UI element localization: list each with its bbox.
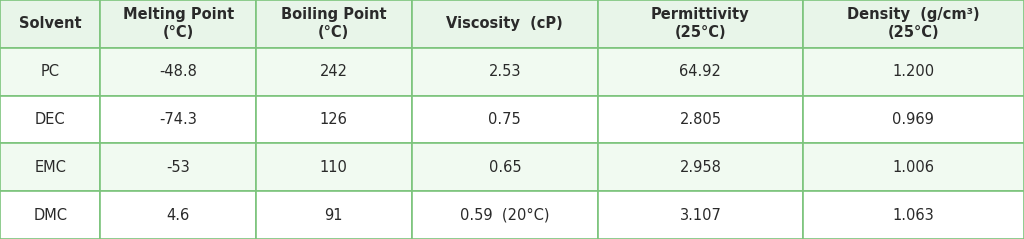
Text: Solvent: Solvent xyxy=(18,16,82,31)
Text: 110: 110 xyxy=(319,160,348,175)
Text: -53: -53 xyxy=(166,160,190,175)
Text: DMC: DMC xyxy=(33,208,68,223)
Text: 64.92: 64.92 xyxy=(680,64,721,79)
Text: Permittivity
(25°C): Permittivity (25°C) xyxy=(651,7,750,40)
FancyBboxPatch shape xyxy=(598,0,803,48)
FancyBboxPatch shape xyxy=(256,143,412,191)
FancyBboxPatch shape xyxy=(412,0,598,48)
FancyBboxPatch shape xyxy=(598,96,803,143)
FancyBboxPatch shape xyxy=(256,191,412,239)
Text: -48.8: -48.8 xyxy=(160,64,197,79)
FancyBboxPatch shape xyxy=(803,48,1024,96)
FancyBboxPatch shape xyxy=(256,96,412,143)
Text: Melting Point
(°C): Melting Point (°C) xyxy=(123,7,233,40)
FancyBboxPatch shape xyxy=(412,143,598,191)
Text: 4.6: 4.6 xyxy=(167,208,189,223)
Text: 0.969: 0.969 xyxy=(893,112,934,127)
FancyBboxPatch shape xyxy=(598,143,803,191)
FancyBboxPatch shape xyxy=(0,191,100,239)
Text: DEC: DEC xyxy=(35,112,66,127)
Text: PC: PC xyxy=(41,64,59,79)
Text: -74.3: -74.3 xyxy=(160,112,197,127)
FancyBboxPatch shape xyxy=(256,0,412,48)
Text: Boiling Point
(°C): Boiling Point (°C) xyxy=(281,7,387,40)
Text: 0.65: 0.65 xyxy=(488,160,521,175)
Text: 1.006: 1.006 xyxy=(892,160,935,175)
Text: 0.75: 0.75 xyxy=(488,112,521,127)
Text: 2.958: 2.958 xyxy=(680,160,721,175)
FancyBboxPatch shape xyxy=(100,48,256,96)
Text: Density  (g/cm³)
(25°C): Density (g/cm³) (25°C) xyxy=(847,7,980,40)
Text: 126: 126 xyxy=(319,112,348,127)
Text: 2.53: 2.53 xyxy=(488,64,521,79)
FancyBboxPatch shape xyxy=(0,0,100,48)
FancyBboxPatch shape xyxy=(803,96,1024,143)
FancyBboxPatch shape xyxy=(803,143,1024,191)
FancyBboxPatch shape xyxy=(100,96,256,143)
FancyBboxPatch shape xyxy=(598,191,803,239)
Text: 0.59  (20°C): 0.59 (20°C) xyxy=(460,208,550,223)
Text: 91: 91 xyxy=(325,208,343,223)
Text: EMC: EMC xyxy=(34,160,67,175)
FancyBboxPatch shape xyxy=(412,48,598,96)
Text: 1.063: 1.063 xyxy=(893,208,934,223)
FancyBboxPatch shape xyxy=(100,191,256,239)
FancyBboxPatch shape xyxy=(256,48,412,96)
FancyBboxPatch shape xyxy=(412,191,598,239)
Text: Viscosity  (cP): Viscosity (cP) xyxy=(446,16,563,31)
FancyBboxPatch shape xyxy=(803,0,1024,48)
Text: 1.200: 1.200 xyxy=(892,64,935,79)
Text: 242: 242 xyxy=(319,64,348,79)
Text: 2.805: 2.805 xyxy=(679,112,722,127)
FancyBboxPatch shape xyxy=(598,48,803,96)
FancyBboxPatch shape xyxy=(0,143,100,191)
FancyBboxPatch shape xyxy=(100,143,256,191)
FancyBboxPatch shape xyxy=(803,191,1024,239)
FancyBboxPatch shape xyxy=(0,48,100,96)
Text: 3.107: 3.107 xyxy=(680,208,721,223)
FancyBboxPatch shape xyxy=(100,0,256,48)
FancyBboxPatch shape xyxy=(412,96,598,143)
FancyBboxPatch shape xyxy=(0,96,100,143)
